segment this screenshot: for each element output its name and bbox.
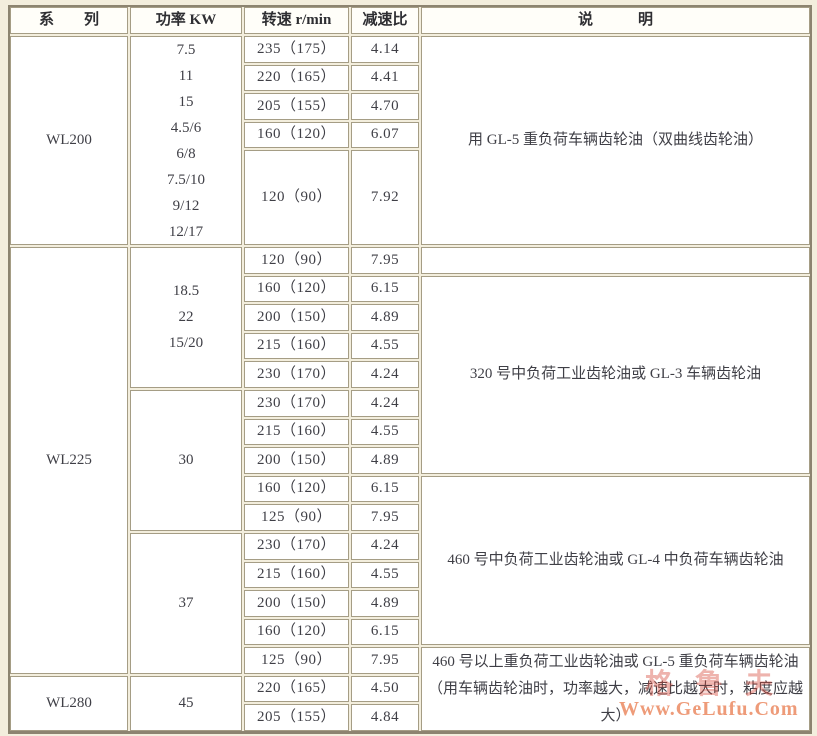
speed-cell: 160（120） <box>244 475 349 503</box>
speed-cell: 215（160） <box>244 418 349 446</box>
power-value: 7.5 <box>176 41 196 58</box>
power-cell-wl225-group2: 30 <box>130 389 242 531</box>
ratio-cell: 4.24 <box>351 389 419 417</box>
note-cell-wl200: 用 GL-5 重负荷车辆齿轮油（双曲线齿轮油） <box>421 36 810 245</box>
ratio-cell: 6.07 <box>351 121 419 148</box>
ratio-cell: 4.70 <box>351 93 419 120</box>
ratio-cell: 7.95 <box>351 504 419 531</box>
ratio-cell: 4.41 <box>351 64 419 91</box>
speed-cell: 160（120） <box>244 121 349 148</box>
ratio-cell: 7.95 <box>351 647 419 674</box>
power-value: 15 <box>178 93 194 110</box>
ratio-cell: 7.95 <box>351 247 419 274</box>
power-value: 22 <box>178 309 194 326</box>
column-header-speed: 转速 r/min <box>244 7 349 34</box>
speed-cell: 200（150） <box>244 590 349 617</box>
power-value: 4.5/6 <box>170 119 202 136</box>
column-header-series: 系 列 <box>10 7 128 34</box>
speed-cell: 205（155） <box>244 93 349 120</box>
power-cell-wl200: 7.5 11 15 4.5/6 6/8 7.5/10 9/12 12/17 <box>130 36 242 245</box>
power-cell-wl280: 45 <box>130 675 242 731</box>
column-header-ratio: 减速比 <box>351 7 419 34</box>
ratio-cell: 4.24 <box>351 532 419 560</box>
power-value: 15/20 <box>168 335 204 352</box>
speed-cell: 220（165） <box>244 675 349 703</box>
speed-cell: 125（90） <box>244 647 349 674</box>
column-header-note: 说 明 <box>421 7 810 34</box>
ratio-cell: 4.55 <box>351 418 419 446</box>
note-cell-320: 320 号中负荷工业齿轮油或 GL-3 车辆齿轮油 <box>421 275 810 474</box>
power-value: 18.5 <box>172 283 200 300</box>
ratio-cell: 4.89 <box>351 447 419 474</box>
gearbox-spec-table: 系 列 功率 KW 转速 r/min 减速比 说 明 WL200 WL225 W… <box>8 5 812 734</box>
power-value: 9/12 <box>172 197 200 214</box>
ratio-cell: 4.50 <box>351 675 419 703</box>
ratio-cell: 4.55 <box>351 561 419 589</box>
series-cell-wl280: WL280 <box>10 675 128 731</box>
column-header-power: 功率 KW <box>130 7 242 34</box>
ratio-cell: 4.55 <box>351 332 419 360</box>
speed-cell: 230（170） <box>244 361 349 388</box>
ratio-cell: 4.14 <box>351 36 419 63</box>
power-cell-wl225-group3: 37 <box>130 532 242 674</box>
power-cell-wl225-group1: 18.5 22 15/20 <box>130 247 242 388</box>
series-cell-wl200: WL200 <box>10 36 128 245</box>
ratio-cell: 4.89 <box>351 304 419 331</box>
speed-cell: 200（150） <box>244 304 349 331</box>
speed-cell: 235（175） <box>244 36 349 63</box>
speed-cell: 160（120） <box>244 618 349 646</box>
speed-cell: 205（155） <box>244 704 349 731</box>
power-value: 6/8 <box>176 145 196 162</box>
power-value: 7.5/10 <box>167 171 205 188</box>
note-cell-460mid: 460 号中负荷工业齿轮油或 GL-4 中负荷车辆齿轮油 <box>421 475 810 646</box>
speed-cell: 120（90） <box>244 150 349 245</box>
ratio-cell: 6.15 <box>351 475 419 503</box>
series-cell-wl225: WL225 <box>10 247 128 674</box>
speed-cell: 160（120） <box>244 275 349 303</box>
speed-cell: 220（165） <box>244 64 349 91</box>
ratio-cell: 6.15 <box>351 275 419 303</box>
ratio-cell: 4.24 <box>351 361 419 388</box>
speed-cell: 230（170） <box>244 532 349 560</box>
ratio-cell: 7.92 <box>351 150 419 245</box>
ratio-cell: 6.15 <box>351 618 419 646</box>
speed-cell: 230（170） <box>244 389 349 417</box>
power-value: 12/17 <box>168 223 204 240</box>
power-value: 11 <box>178 67 194 84</box>
note-cell-empty <box>421 247 810 274</box>
speed-cell: 215（160） <box>244 561 349 589</box>
speed-cell: 200（150） <box>244 447 349 474</box>
ratio-cell: 4.89 <box>351 590 419 617</box>
ratio-cell: 4.84 <box>351 704 419 731</box>
speed-cell: 125（90） <box>244 504 349 531</box>
speed-cell: 120（90） <box>244 247 349 274</box>
note-cell-460up: 460 号以上重负荷工业齿轮油或 GL-5 重负荷车辆齿轮油（用车辆齿轮油时，功… <box>421 647 810 731</box>
speed-cell: 215（160） <box>244 332 349 360</box>
